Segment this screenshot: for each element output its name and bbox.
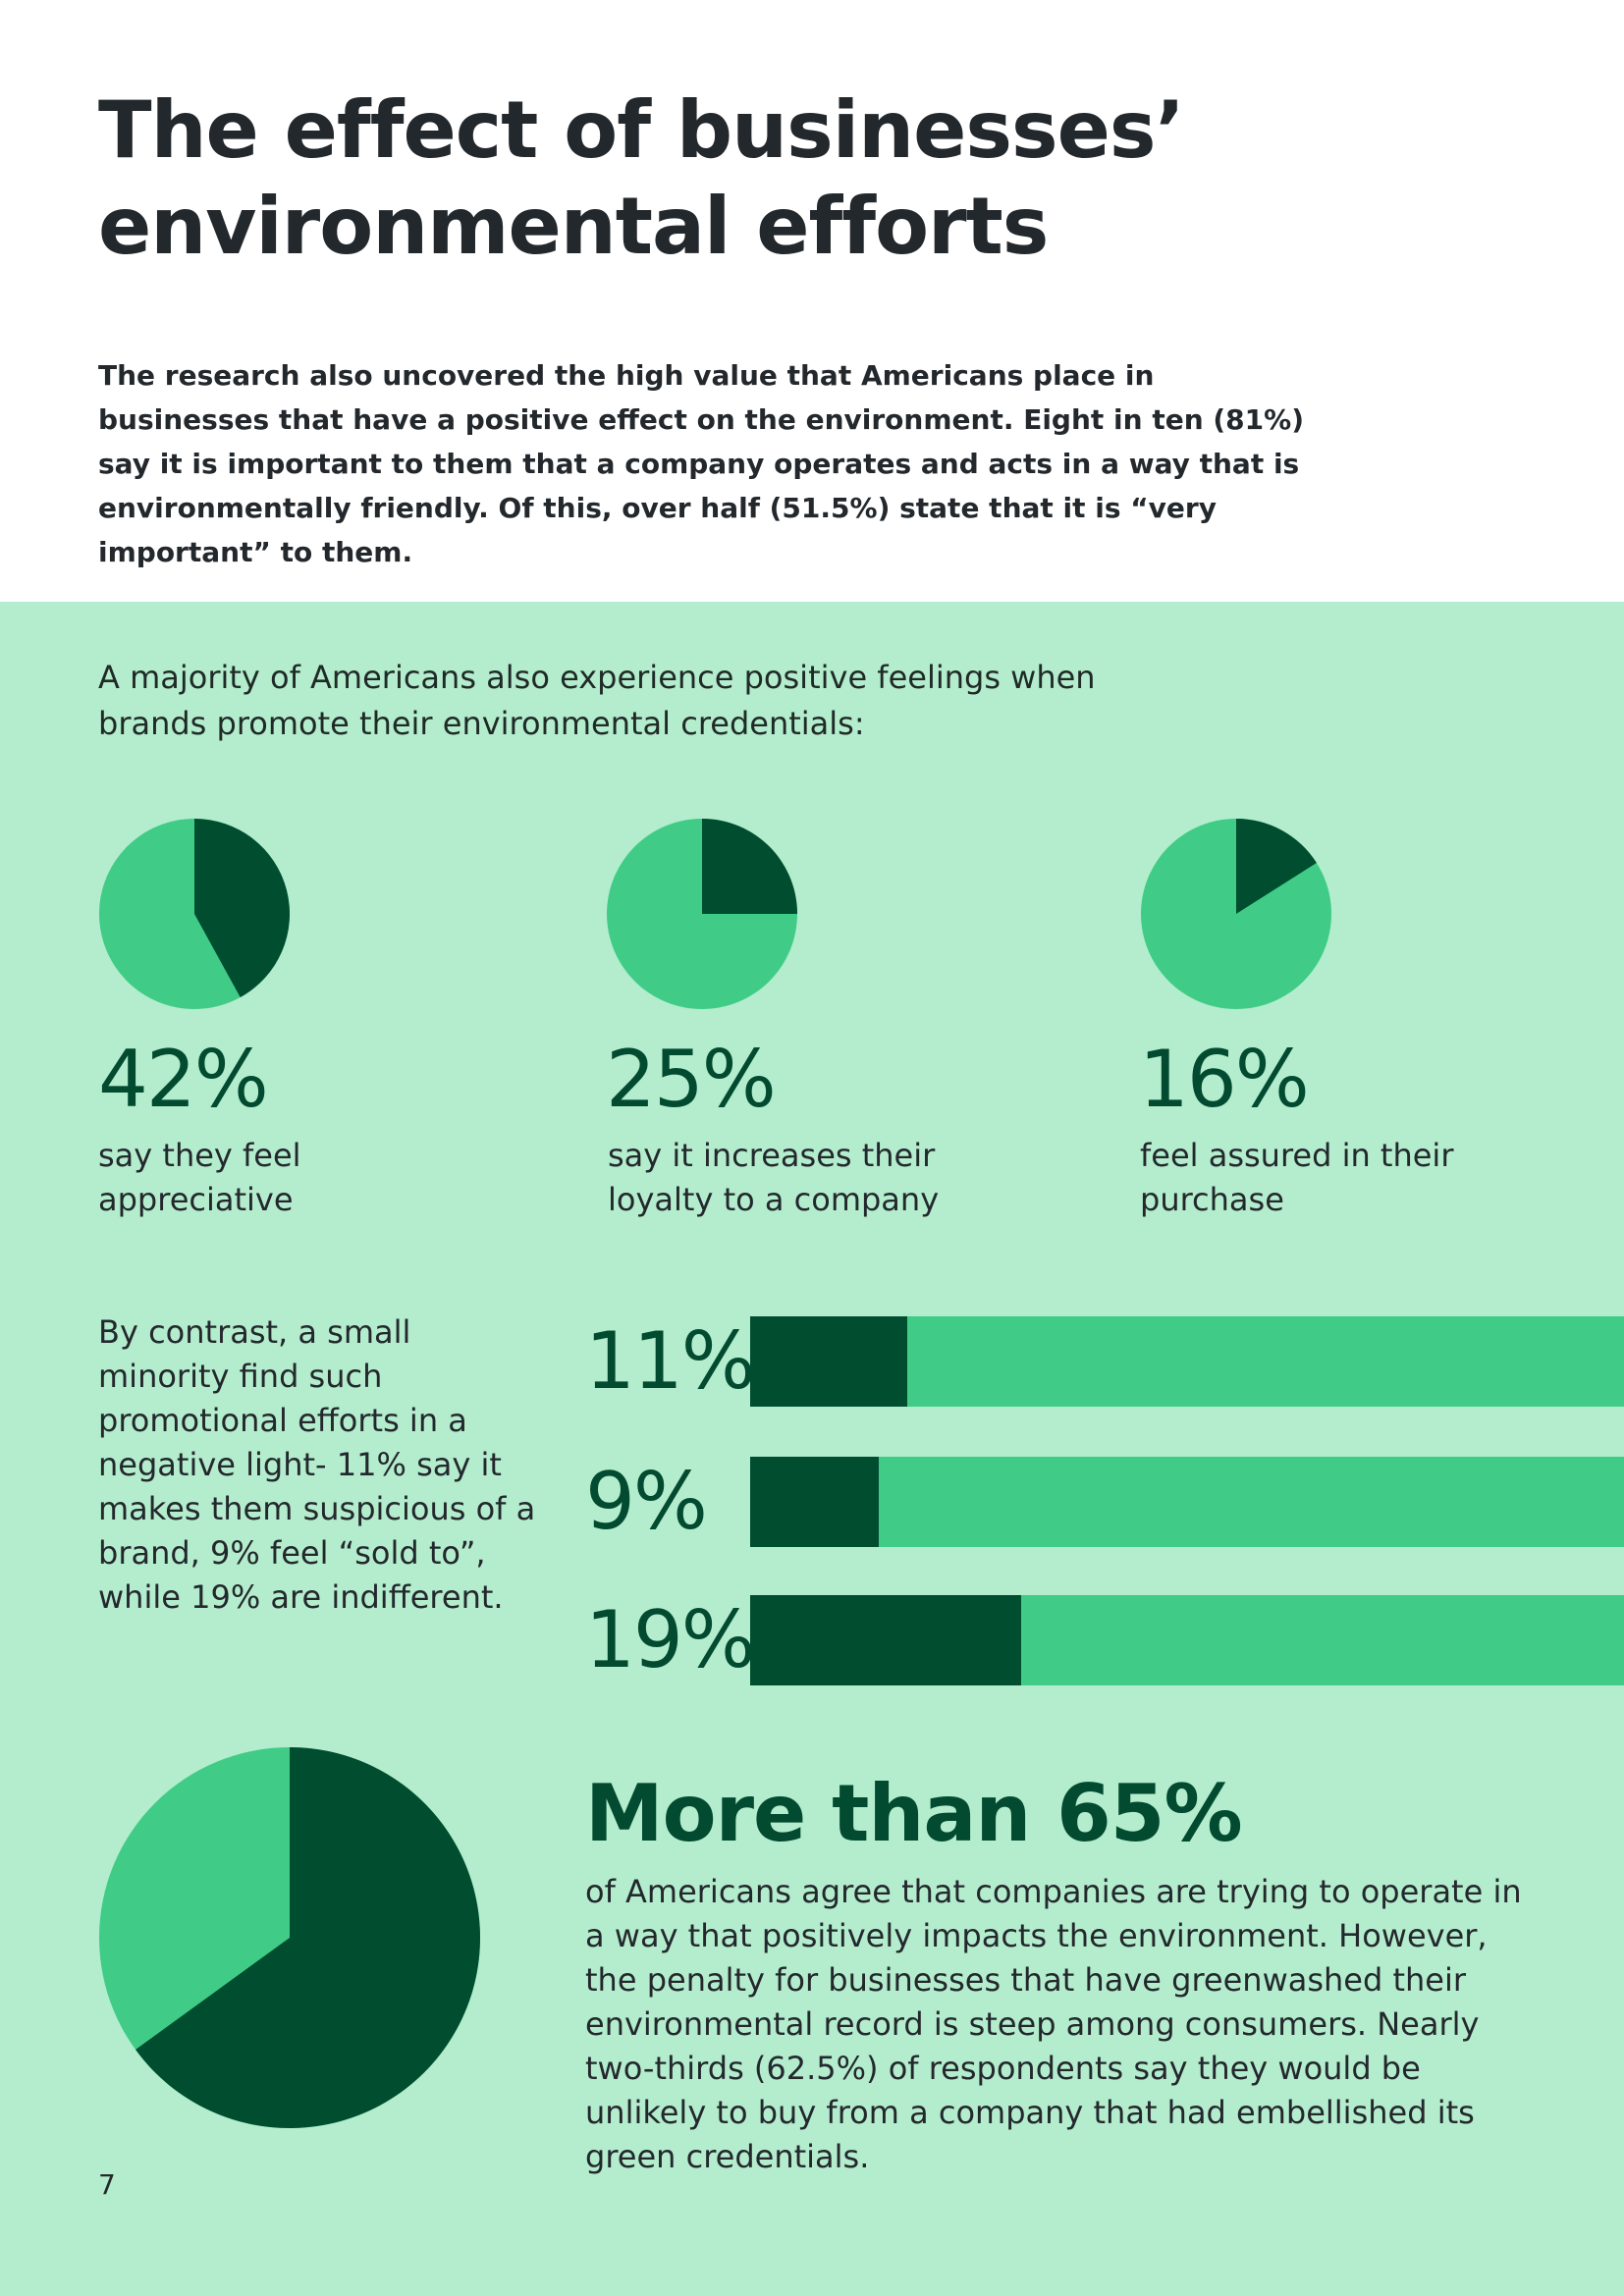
pie-chart-loyalty-svg: [607, 819, 797, 1009]
page-title: The effect of businesses’ environmental …: [98, 82, 1185, 275]
bar-indifferent-percent: 19%: [585, 1594, 756, 1685]
page-number: 7: [98, 2168, 116, 2201]
stat-loyalty-label: say it increases their loyalty to a comp…: [608, 1137, 940, 1218]
intro-paragraph: The research also uncovered the high val…: [98, 359, 1304, 568]
bar-indifferent-fill: [750, 1595, 1022, 1685]
bar-suspicious-track: [750, 1316, 1624, 1407]
stat-assured-percent: 16%: [1139, 1034, 1310, 1125]
positive-feelings-lead: A majority of Americans also experience …: [98, 659, 1096, 742]
pie-chart-more-than-65-svg: [99, 1747, 481, 2128]
pie-chart-assured: [1140, 818, 1332, 1010]
stat-assured-label: feel assured in their purchase: [1140, 1137, 1454, 1218]
bar-indifferent-track: [750, 1595, 1624, 1685]
bar-row-suspicious: 11%: [585, 1316, 1624, 1407]
pie-slice-assured: [1236, 819, 1317, 914]
pie-chart-appreciative: [98, 818, 291, 1010]
bar-sold-to-percent: 9%: [585, 1456, 708, 1547]
bar-suspicious-fill: [750, 1316, 907, 1407]
stat-appreciative-percent: 42%: [98, 1034, 269, 1125]
page-title-line-1: The effect of businesses’: [98, 84, 1185, 176]
pie-chart-assured-svg: [1141, 819, 1331, 1009]
bar-sold-to-fill: [750, 1457, 879, 1547]
stat-loyalty-percent: 25%: [606, 1034, 777, 1125]
highlight-headline: More than 65%: [585, 1768, 1243, 1859]
page-title-line-2: environmental efforts: [98, 181, 1049, 272]
bar-row-sold-to: 9%: [585, 1457, 1624, 1547]
bar-sold-to-track: [750, 1457, 1624, 1547]
bar-row-indifferent: 19%: [585, 1595, 1624, 1685]
bar-suspicious-percent: 11%: [585, 1315, 756, 1407]
stat-appreciative-label: say they feel appreciative: [98, 1137, 301, 1218]
pie-slice-agree: [135, 1747, 481, 2128]
pie-chart-appreciative-svg: [99, 819, 291, 1009]
pie-slice-appreciative: [194, 819, 291, 998]
pie-chart-loyalty: [606, 818, 798, 1010]
pie-slice-loyalty: [702, 819, 797, 914]
negative-contrast-text: By contrast, a small minority find such …: [98, 1313, 536, 1616]
highlight-paragraph: of Americans agree that companies are tr…: [585, 1873, 1522, 2175]
pie-chart-more-than-65: [98, 1746, 481, 2133]
